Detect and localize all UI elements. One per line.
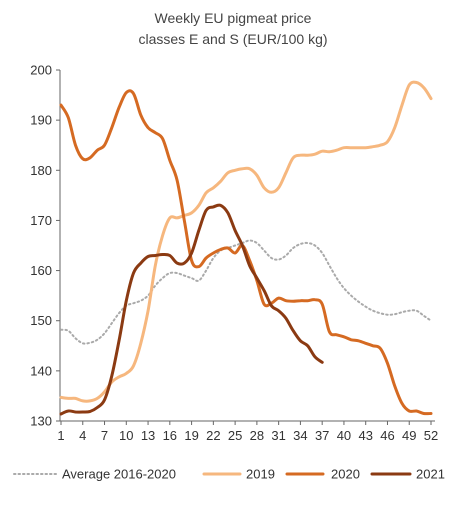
x-tick-label: 34: [293, 428, 307, 443]
x-tick-label: 40: [337, 428, 351, 443]
x-tick-label: 13: [141, 428, 155, 443]
x-tick-label: 46: [380, 428, 394, 443]
legend-label-average-2016-2020: Average 2016-2020: [62, 467, 176, 482]
x-tick-label: 16: [163, 428, 177, 443]
y-tick-label: 170: [30, 213, 52, 228]
x-tick-label: 43: [358, 428, 372, 443]
legend-label-2019: 2019: [246, 467, 275, 482]
y-tick-label: 200: [30, 63, 52, 78]
y-tick-label: 130: [30, 414, 52, 429]
x-tick-label: 52: [424, 428, 438, 443]
series-layer: [59, 80, 433, 416]
y-tick-label: 140: [30, 363, 52, 378]
series-line-2019: [59, 80, 433, 403]
chart-axes: 130 140 150 160 170 180 190 200 1 4 7 10 13 16 19 22 25 2…: [30, 63, 438, 444]
legend-label-2021: 2021: [416, 467, 445, 482]
legend-label-2020: 2020: [331, 467, 360, 482]
series-line-average-2016-2020: [60, 239, 432, 345]
chart-title-line-1: Weekly EU pigmeat price: [155, 10, 312, 26]
x-tick-label: 4: [79, 428, 86, 443]
y-tick-label: 150: [30, 313, 52, 328]
chart-legend: Average 2016-2020 2019 2020 2021: [13, 467, 445, 482]
x-tick-label: 10: [119, 428, 133, 443]
x-tick-label: 7: [101, 428, 108, 443]
y-tick-label: 160: [30, 263, 52, 278]
x-tick-label: 22: [206, 428, 220, 443]
series-line-2021: [59, 203, 324, 416]
x-tick-label: 49: [402, 428, 416, 443]
x-tick-label: 25: [228, 428, 242, 443]
x-tick-label: 19: [184, 428, 198, 443]
y-tick-label: 190: [30, 113, 52, 128]
x-tick-label: 1: [57, 428, 64, 443]
x-tick-label: 37: [315, 428, 329, 443]
y-tick-label: 180: [30, 163, 52, 178]
x-tick-label: 31: [271, 428, 285, 443]
chart-title-line-2: classes E and S (EUR/100 kg): [138, 31, 327, 47]
x-tick-label: 28: [250, 428, 264, 443]
